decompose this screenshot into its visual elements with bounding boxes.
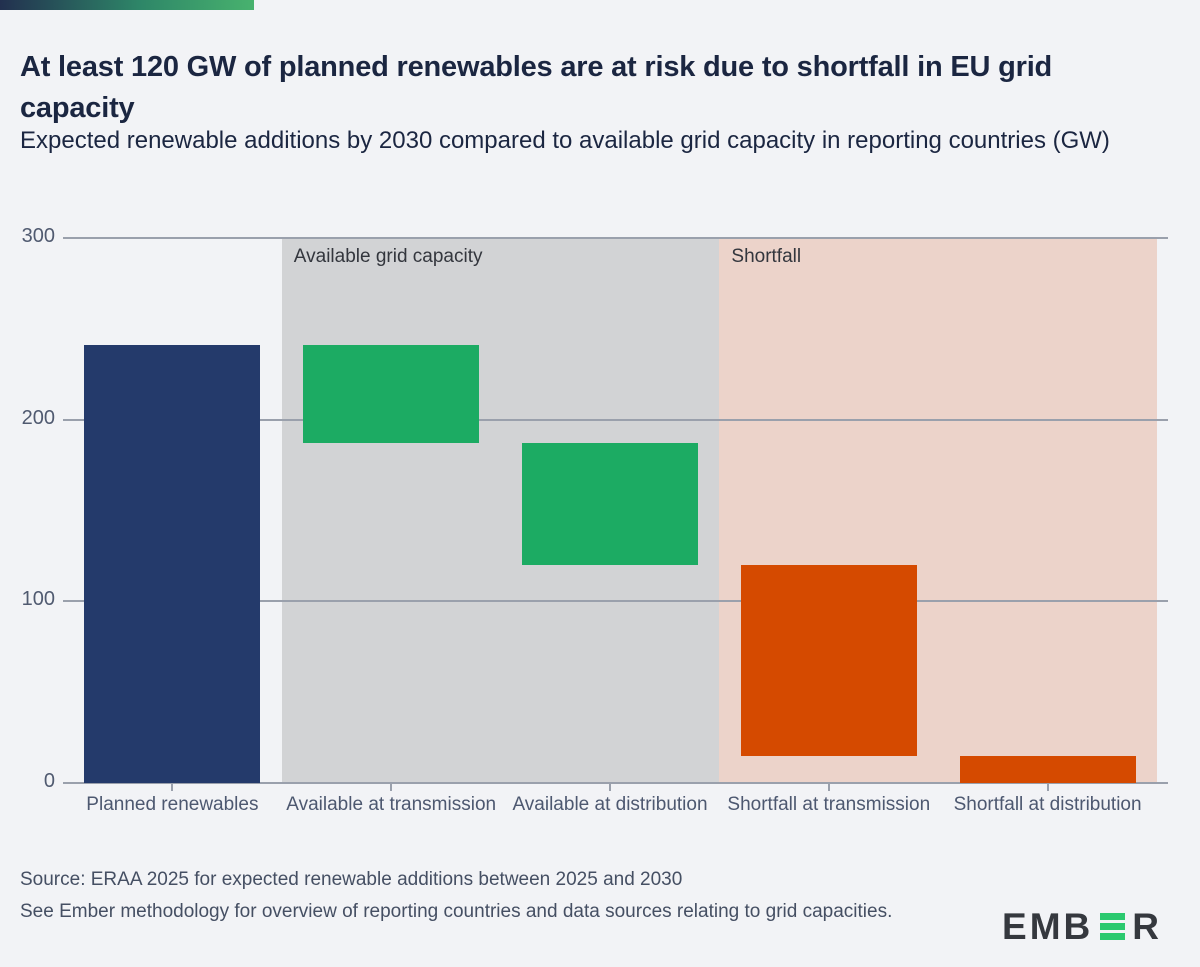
bar-planned-renewables xyxy=(84,345,261,783)
source-line: See Ember methodology for overview of re… xyxy=(20,900,893,922)
x-tick xyxy=(827,784,830,791)
band-label: Shortfall xyxy=(731,246,802,267)
source-line: Source: ERAA 2025 for expected renewable… xyxy=(20,869,683,890)
band-label: Available grid capacity xyxy=(293,246,483,267)
logo-text-r: R xyxy=(1132,906,1162,947)
y-tick-label: 0 xyxy=(43,770,55,792)
gridline-100 xyxy=(63,600,1168,603)
y-tick-label: 300 xyxy=(21,225,55,247)
x-tick xyxy=(609,784,611,791)
bar-shortfall-at-distribution xyxy=(959,755,1136,783)
bar-shortfall-at-transmission xyxy=(740,565,917,756)
logo-text-emb: EMB xyxy=(1002,906,1094,947)
source-text: Source: ERAA 2025 for expected renewable… xyxy=(20,864,910,928)
x-category-label: Available at transmission xyxy=(286,794,497,815)
logo-green-e-icon xyxy=(1100,913,1126,940)
x-tick xyxy=(171,784,174,791)
gridline-0 xyxy=(63,782,1168,784)
bar-available-at-distribution xyxy=(522,443,698,565)
x-category-label: Shortfall at transmission xyxy=(727,794,931,815)
page-title: At least 120 GW of planned renewables ar… xyxy=(20,51,1053,125)
bar-available-at-transmission xyxy=(303,345,480,444)
x-tick xyxy=(1046,784,1049,791)
y-tick-label: 200 xyxy=(21,406,55,429)
gridline-200 xyxy=(63,418,1168,421)
accent-gradient-bar xyxy=(0,0,254,10)
x-category-label: Shortfall at distribution xyxy=(953,794,1142,815)
page-subtitle: Expected renewable additions by 2030 com… xyxy=(20,127,1110,154)
x-category-label: Planned renewables xyxy=(86,794,259,815)
x-category-label: Available at distribution xyxy=(512,794,708,815)
x-tick xyxy=(390,784,393,791)
y-tick-label: 100 xyxy=(21,588,55,611)
gridline-300 xyxy=(63,237,1168,239)
ember-logo: EMB R xyxy=(1002,908,1162,945)
